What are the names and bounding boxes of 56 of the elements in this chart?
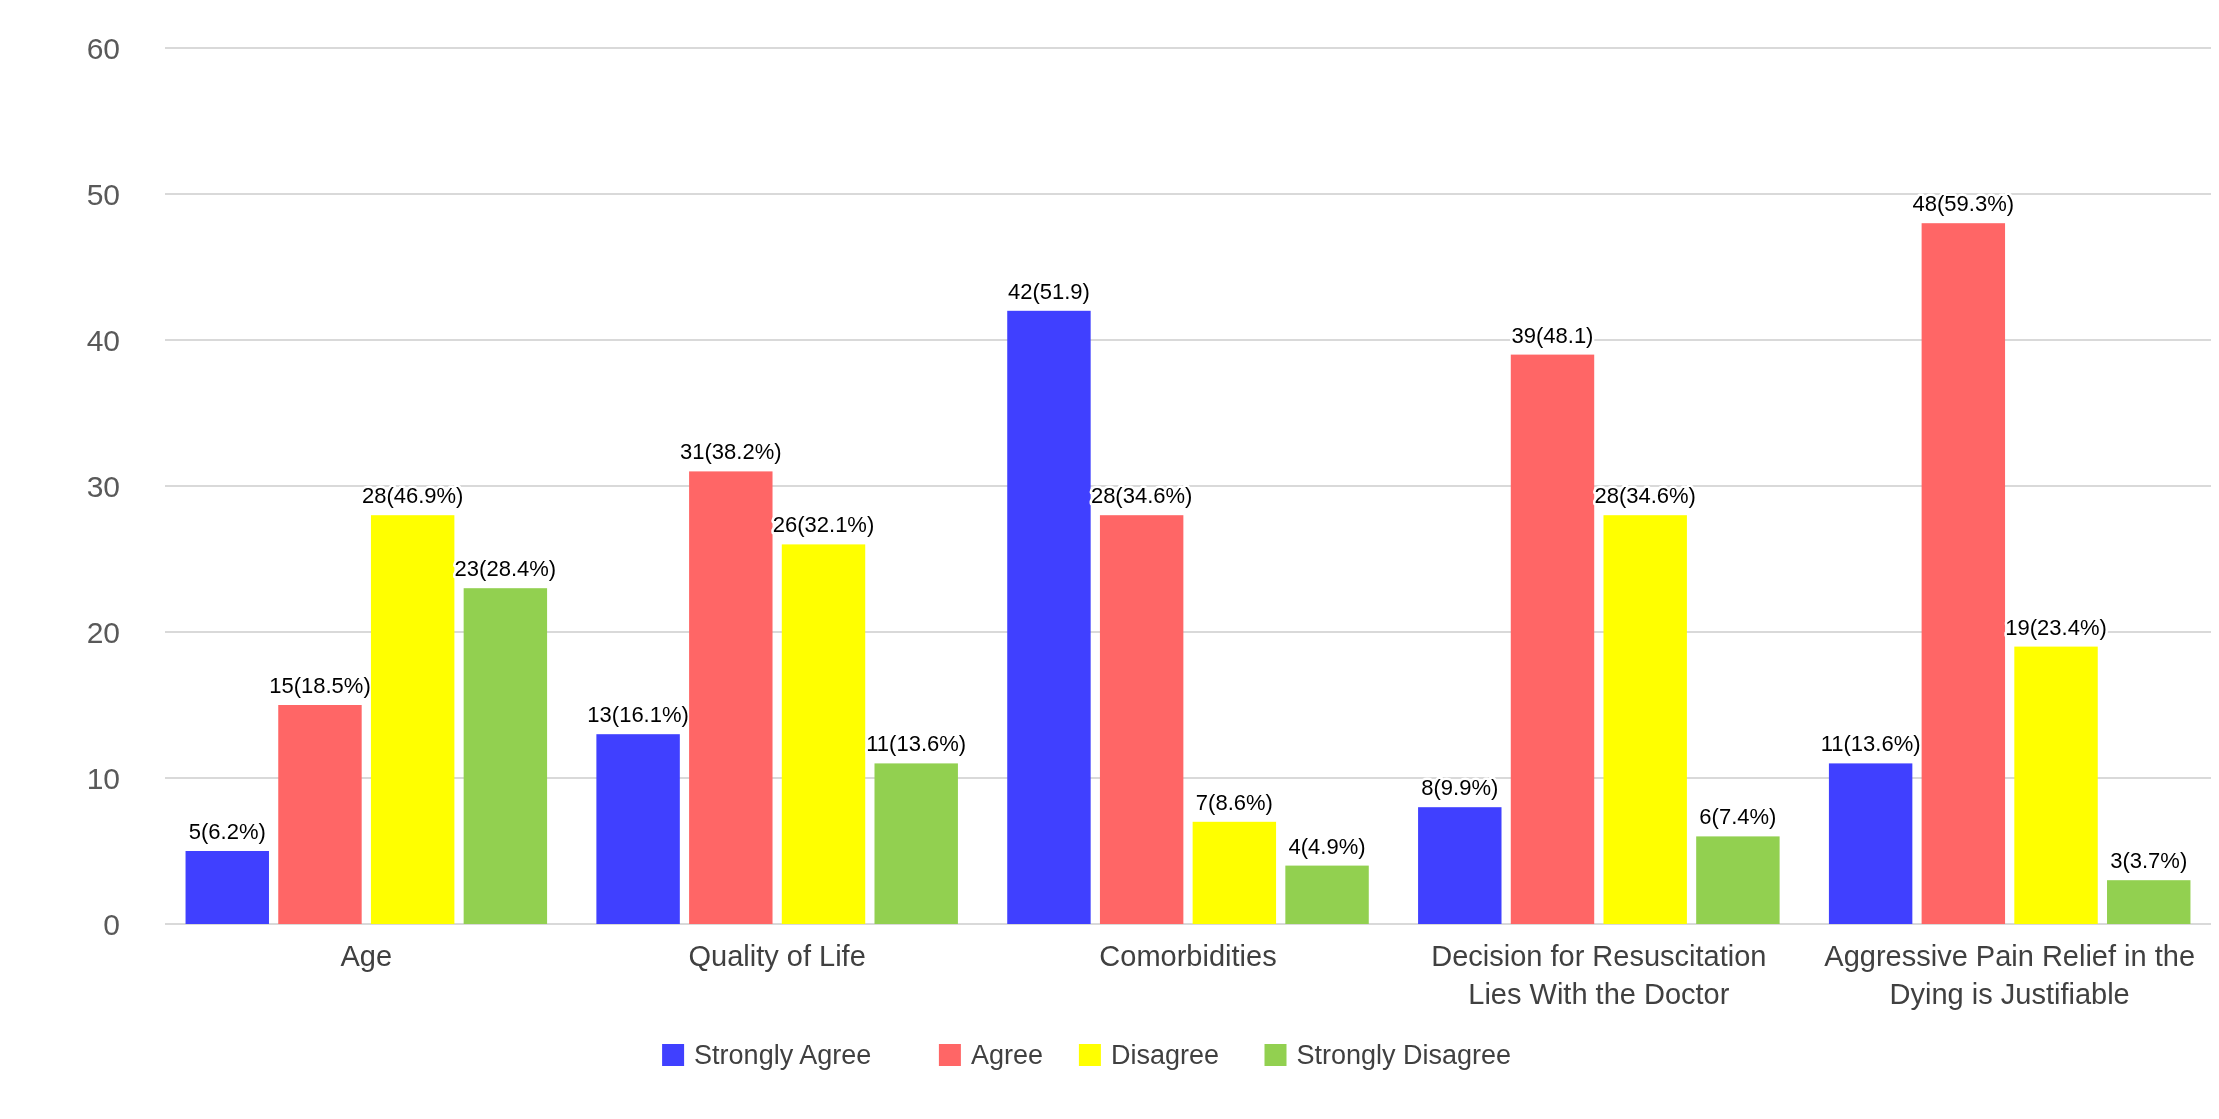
legend-label: Strongly Agree bbox=[694, 1040, 872, 1071]
data-label: 11(13.6%) bbox=[866, 731, 967, 757]
bar bbox=[1099, 515, 1184, 924]
data-label: 28(34.6%) bbox=[1090, 483, 1193, 509]
bar bbox=[1510, 354, 1595, 924]
bar bbox=[1007, 310, 1091, 924]
data-label: 8(9.9%) bbox=[1421, 775, 1499, 801]
bar bbox=[1192, 821, 1277, 924]
bar bbox=[1828, 763, 1913, 924]
bar bbox=[185, 851, 269, 924]
x-tick-label: Quality of Life bbox=[688, 940, 866, 972]
legend-label: Disagree bbox=[1110, 1040, 1219, 1071]
data-label: 28(34.6%) bbox=[1594, 483, 1696, 509]
data-label: 48(59.3%) bbox=[1912, 191, 2015, 217]
bar bbox=[689, 471, 773, 924]
y-tick-label: 20 bbox=[86, 615, 120, 649]
data-label: 13(16.1%) bbox=[587, 702, 689, 728]
data-label: 23(28.4%) bbox=[454, 556, 557, 582]
data-label: 31(38.2%) bbox=[680, 439, 782, 465]
bar bbox=[1921, 223, 2006, 924]
y-tick-label: 40 bbox=[86, 323, 120, 357]
data-label: 26(32.1%) bbox=[772, 512, 875, 538]
data-label: 7(8.6%) bbox=[1195, 789, 1273, 815]
bar bbox=[2107, 880, 2191, 924]
data-label: 4(4.9%) bbox=[1288, 833, 1366, 859]
x-tick-label: Age bbox=[340, 940, 393, 972]
legend-label: Strongly Disagree bbox=[1296, 1040, 1512, 1071]
y-tick-label: 10 bbox=[86, 761, 120, 795]
data-label: 3(3.7%) bbox=[2110, 848, 2188, 874]
data-label: 6(7.4%) bbox=[1699, 804, 1777, 830]
data-label: 28(46.9%) bbox=[361, 483, 464, 509]
bar bbox=[1696, 836, 1780, 924]
data-label: 15(18.5%) bbox=[269, 673, 371, 698]
y-tick-label: 60 bbox=[86, 31, 120, 65]
bar bbox=[278, 705, 362, 924]
bar bbox=[874, 763, 958, 924]
y-tick-label: 30 bbox=[86, 469, 120, 503]
bar bbox=[463, 588, 548, 924]
data-label: 39(48.1) bbox=[1511, 322, 1594, 348]
data-label: 5(6.2%) bbox=[188, 819, 266, 844]
bar bbox=[2014, 646, 2098, 924]
bar bbox=[370, 515, 455, 924]
data-label: 11(13.6%) bbox=[1820, 731, 1921, 757]
legend-label: Agree bbox=[970, 1040, 1043, 1071]
bar bbox=[781, 544, 866, 924]
x-tick-label: Aggressive Pain Relief in the Dying is Justifiable bbox=[1824, 940, 2196, 1010]
x-tick-label: Comorbidities bbox=[1099, 940, 1277, 972]
bar bbox=[1418, 807, 1502, 924]
x-tick-label: Decision for Resuscitation Lies With the Doctor bbox=[1431, 940, 1767, 1010]
bar bbox=[1285, 865, 1369, 924]
y-tick-label: 0 bbox=[103, 907, 120, 941]
bar bbox=[1603, 515, 1687, 924]
bar bbox=[596, 734, 680, 924]
data-label: 19(23.4%) bbox=[2005, 614, 2107, 640]
data-label: 42(51.9) bbox=[1007, 278, 1090, 304]
y-tick-label: 50 bbox=[86, 177, 120, 211]
